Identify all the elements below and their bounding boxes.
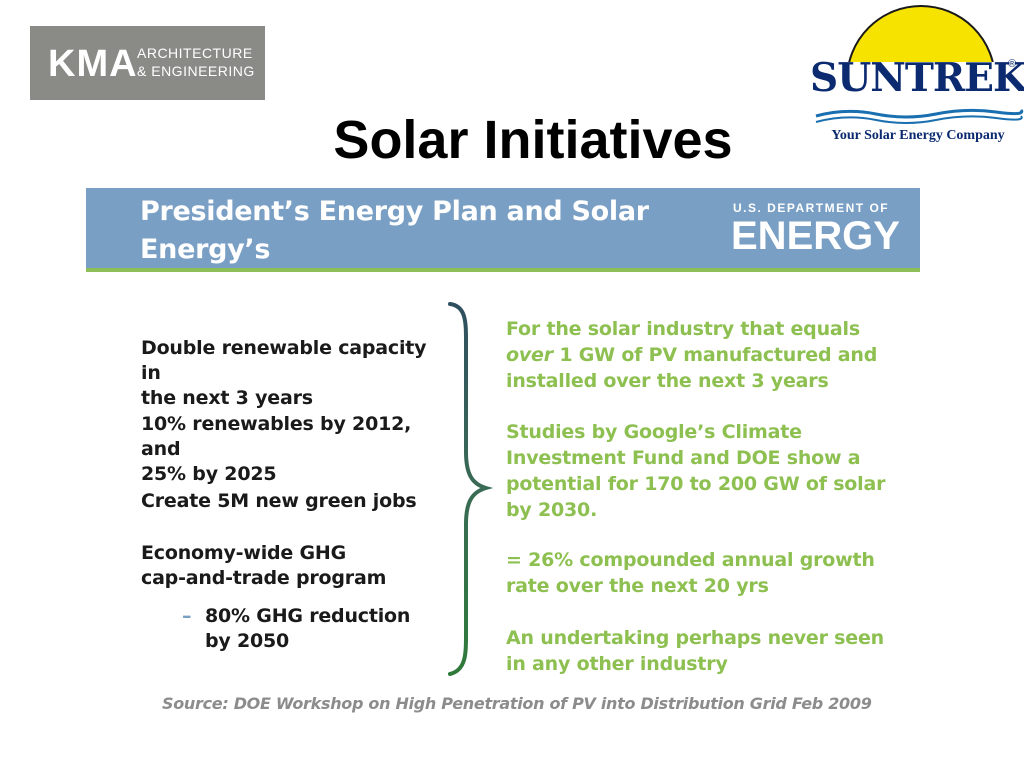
fact-line: installed over the next 3 years [506,370,829,392]
solar-fact-item: An undertaking perhaps never seen in any… [506,625,886,677]
goal-subitem-line: 80% GHG reduction [205,605,411,627]
kma-logo-subtitle: ARCHITECTURE & ENGINEERING [137,44,255,80]
fact-line: over 1 GW of PV manufactured and [506,342,886,368]
dash-bullet: – [182,605,192,627]
fact-line: For the solar industry that equals [506,318,860,340]
registered-mark: ® [1008,58,1017,70]
goal-item: Economy-wide GHG cap-and-trade program [141,541,461,591]
goal-item: Create 5M new green jobs [141,489,417,514]
fact-line: = 26% compounded annual growth [506,549,875,571]
banner-accent-line [86,268,920,272]
banner-title: President’s Energy Plan and Solar Energy… [140,193,720,307]
goal-item: 10% renewables by 2012, and 25% by 2025 [141,412,451,487]
goal-line: 10% renewables by 2012, and [141,413,412,460]
fact-line: potential for 170 to 200 GW of solar [506,473,886,495]
kma-logo-line2: & ENGINEERING [137,63,255,79]
banner-title-line2: Challenge [140,272,289,303]
source-citation: Source: DOE Workshop on High Penetration… [162,694,872,713]
curly-brace-icon [448,302,494,676]
fact-line: An undertaking perhaps never seen [506,627,884,649]
fact-line: Studies by Google’s Climate [506,421,802,443]
fact-line: by 2030. [506,499,598,521]
page-title: Solar Initiatives [333,110,733,170]
solar-fact-item: Studies by Google’s Climate Investment F… [506,419,886,523]
goal-line: Create 5M new green jobs [141,490,417,512]
fact-line: Investment Fund and DOE show a [506,447,861,469]
banner-title-line1: President’s Energy Plan and Solar Energy… [140,196,649,265]
goal-line: cap-and-trade program [141,567,387,589]
fact-line: rate over the next 20 yrs [506,575,769,597]
goal-line: the next 3 years [141,387,313,409]
doe-logo-subtitle: U.S. DEPARTMENT OF [733,201,890,215]
suntrek-logo: SUNTREK ® Your Solar Energy Company [806,0,1024,150]
goal-line: Double renewable capacity in [141,337,427,384]
goal-line: 25% by 2025 [141,463,277,485]
fact-line-rest: 1 GW of PV manufactured and [552,344,878,366]
goal-subitem-text: 80% GHG reduction by 2050 [205,604,445,654]
suntrek-logo-tagline: Your Solar Energy Company [831,128,1005,143]
goal-line: Economy-wide GHG [141,542,347,564]
emphasis-text: over [506,344,553,366]
kma-logo-mark: KMA [48,43,138,85]
goal-subitem-line: by 2050 [205,630,290,652]
sun-icon [815,5,1024,124]
solar-fact-item: For the solar industry that equals over … [506,316,886,394]
kma-logo-line1: ARCHITECTURE [137,45,253,61]
doe-logo-wordmark: ENERGY [731,214,900,258]
fact-line: in any other industry [506,653,728,675]
kma-logo: KMA ARCHITECTURE & ENGINEERING [30,26,265,100]
solar-fact-item: = 26% compounded annual growth rate over… [506,547,886,599]
suntrek-logo-wordmark: SUNTREK [810,55,1024,101]
slide-banner [86,188,920,270]
goal-item: Double renewable capacity in the next 3 … [141,336,451,411]
